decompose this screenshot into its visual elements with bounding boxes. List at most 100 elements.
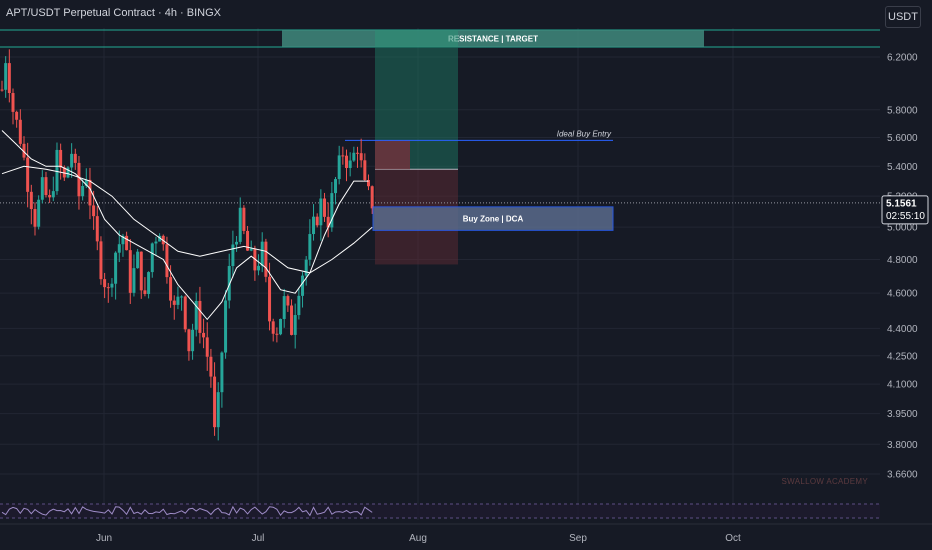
candle-body [290,305,294,335]
candle-body [301,275,305,296]
candle-body [139,251,143,291]
candle-body [330,193,334,228]
candle-body [227,266,231,301]
candle-body [363,160,367,180]
candle-body [37,199,41,227]
y-axis: 6.20005.80005.60005.40005.20005.00004.80… [880,0,932,550]
buy-zone [372,206,614,231]
candle-body [11,93,15,112]
rsi-line [1,505,373,517]
candle-body [51,191,55,198]
candle-body [312,216,316,235]
candle-body [282,296,286,319]
candle-body [213,376,217,428]
candle-body [176,296,180,305]
candle-body [249,248,253,251]
y-tick-label: 5.8000 [887,105,918,116]
candle-body [147,272,151,294]
candle-body [286,296,290,306]
candle-body [224,300,228,353]
candle-body [279,318,283,335]
y-tick-label: 3.9500 [887,409,918,420]
candle-body [15,111,19,120]
candle-body [326,216,330,228]
candle-body [136,251,140,269]
candle-body [84,179,88,186]
candle-body [202,332,206,338]
rsi-band [0,504,880,518]
take-profit-top [375,30,458,47]
candle-body [231,244,235,267]
candle-body [264,241,268,277]
candle-body [275,333,279,335]
ma-slow-line [1,165,373,274]
candle-body [95,216,99,242]
candle-body [297,295,301,316]
candle-body [165,244,169,278]
x-tick-label: Sep [569,533,587,544]
candle-body [81,185,85,197]
last-price-tag: 5.1561 02:55:10 [881,195,929,225]
candle-body [304,259,308,276]
x-axis: Jun Jul Aug Sep Oct [0,523,932,544]
resistance-label: RESISTANCE | TARGET [448,35,538,44]
candle-body [106,287,110,289]
candle-body [216,392,220,428]
candle-body [246,230,250,251]
candle-body [18,119,22,144]
candle-body [356,152,360,154]
candle-body [323,198,327,217]
candle-body [238,207,242,242]
price-tag-box [881,195,929,225]
candle-body [348,160,352,168]
candle-body [359,153,363,161]
candle-body [352,152,356,161]
candle-body [341,155,345,157]
candle-body [158,235,162,242]
candle-body [337,155,341,180]
y-axis-bg [880,0,932,550]
candle-body [370,186,374,209]
watermark: SWALLOW ACADEMY [782,477,869,486]
candle-body [235,241,239,245]
y-tick-label: 4.2500 [887,351,918,362]
y-tick-label: 3.6600 [887,470,918,481]
x-tick-label: Oct [725,533,741,544]
short-box [375,140,410,170]
candle-body [48,195,52,198]
candle-body [121,235,125,245]
candle-body [114,252,118,284]
candle-body [345,155,349,168]
candle-body [88,179,92,206]
candle-body [180,296,184,298]
y-tick-label: 5.0000 [887,223,918,234]
currency-button[interactable]: USDT [885,6,921,28]
candle-body [257,265,261,271]
candle-body [367,179,370,187]
y-tick-label: 6.2000 [887,53,918,64]
candle-body [40,177,44,200]
candle-body [271,321,275,334]
candle-body [55,149,59,192]
candle-body [150,243,154,273]
candle-body [103,279,107,288]
candle-body [334,179,338,194]
candles-layer [0,49,374,441]
candle-body [73,153,77,163]
candle-body [154,241,158,244]
candle-body [260,241,264,266]
candle-body [242,207,246,231]
candle-body [99,241,103,280]
y-tick-label: 5.6000 [887,133,918,144]
candle-body [198,300,202,333]
candle-body [0,89,4,91]
y-tick-label: 4.4000 [887,324,918,335]
candle-body [220,352,224,393]
ideal-entry-label: Ideal Buy Entry [557,129,612,138]
candle-body [128,250,132,293]
candle-body [26,157,30,192]
y-tick-label: 4.1000 [887,380,918,391]
candle-body [66,167,70,178]
candle-body [44,177,48,196]
